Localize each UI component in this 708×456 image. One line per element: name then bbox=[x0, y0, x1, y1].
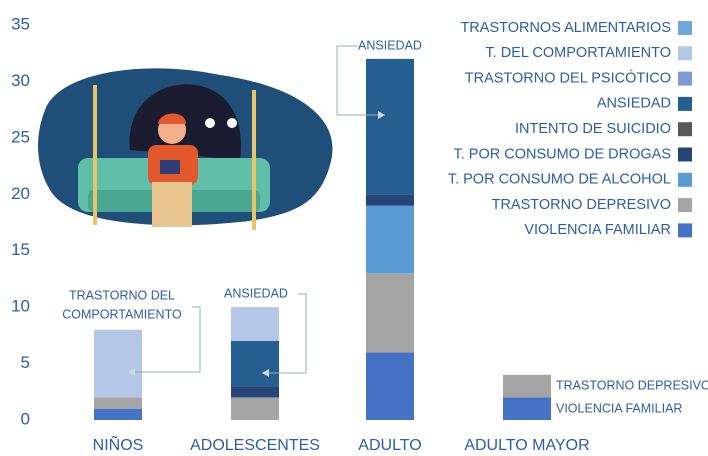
bar-segment bbox=[94, 409, 142, 420]
legend-label: TRASTORNO DEPRESIVO bbox=[492, 197, 671, 213]
bar-segment bbox=[503, 375, 551, 398]
annotation: TRASTORNO DEL bbox=[69, 288, 175, 302]
legend-swatch bbox=[678, 148, 692, 162]
legend-swatch bbox=[678, 46, 692, 60]
legend-label: VIOLENCIA FAMILIAR bbox=[524, 222, 671, 238]
chart: 0 5 10 15 20 25 30 35 NIÑOS ADOLESCENTES ADULTO ADU… bbox=[0, 0, 708, 456]
annotation: TRASTORNO DEPRESIVO bbox=[556, 378, 708, 392]
legend-swatch bbox=[678, 97, 692, 111]
y-tick-label: 0 bbox=[21, 409, 30, 428]
legend-swatch bbox=[678, 122, 692, 136]
bar-segment bbox=[231, 397, 279, 420]
legend-label: INTENTO DE SUICIDIO bbox=[515, 121, 671, 137]
y-tick-label: 25 bbox=[11, 127, 30, 146]
x-tick-label: NIÑOS bbox=[93, 434, 144, 454]
legend-label: ANSIEDAD bbox=[597, 96, 671, 112]
bar-segment bbox=[94, 330, 142, 398]
legend-label: TRASTORNO DEL PSICÓTICO bbox=[465, 69, 671, 86]
legend-label: TRASTORNOS ALIMENTARIOS bbox=[460, 20, 671, 36]
annotation: VIOLENCIA FAMILIAR bbox=[556, 401, 682, 415]
bar-segment bbox=[366, 352, 414, 420]
y-tick-label: 15 bbox=[11, 240, 30, 259]
legend-swatch bbox=[678, 21, 692, 35]
annotation: ANSIEDAD bbox=[358, 38, 422, 52]
bar-segment bbox=[231, 307, 279, 341]
bar-segment bbox=[94, 397, 142, 408]
annotation: COMPORTAMIENTO bbox=[62, 307, 182, 321]
illustration bbox=[38, 68, 332, 230]
y-tick-label: 30 bbox=[11, 71, 30, 90]
bar-segment bbox=[366, 59, 414, 194]
annotation: ANSIEDAD bbox=[224, 286, 288, 300]
legend-label: T. POR CONSUMO DE ALCOHOL bbox=[448, 172, 671, 188]
bar-segment bbox=[366, 273, 414, 352]
y-tick-label: 10 bbox=[11, 297, 30, 316]
bar-segment bbox=[366, 194, 414, 205]
legend-label: T. DEL COMPORTAMIENTO bbox=[485, 45, 671, 61]
bar-segment bbox=[366, 206, 414, 274]
x-tick-label: ADULTO MAYOR bbox=[464, 437, 589, 454]
bar-segment bbox=[231, 386, 279, 397]
bar-segment bbox=[503, 397, 551, 420]
legend-swatch bbox=[678, 223, 692, 237]
legend-swatch bbox=[678, 173, 692, 187]
legend-label: T. POR CONSUMO DE DROGAS bbox=[453, 146, 671, 162]
legend-swatch bbox=[678, 198, 692, 212]
legend-swatch bbox=[678, 72, 692, 86]
bar-segment bbox=[231, 341, 279, 386]
x-tick-label: ADOLESCENTES bbox=[190, 437, 320, 454]
x-tick-label: ADULTO bbox=[358, 437, 421, 454]
y-tick-label: 5 bbox=[21, 353, 30, 372]
y-tick-label: 20 bbox=[11, 184, 30, 203]
y-tick-label: 35 bbox=[11, 14, 30, 33]
